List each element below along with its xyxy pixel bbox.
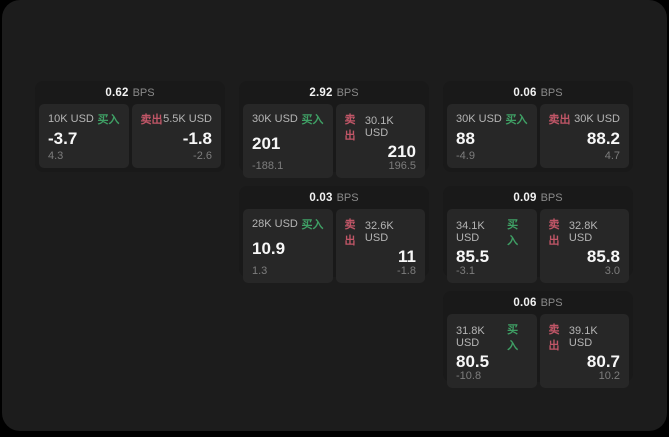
sell-side-tag: 卖出 [548,324,560,352]
sell-quote-panel[interactable]: 卖出 30.1K USD 210 196.5 [335,104,425,178]
bps-unit-label: BPS [540,296,563,309]
buy-price: 201 [252,134,281,153]
buy-price: 85.5 [456,247,490,266]
bps-value: 0.06 [513,296,537,309]
sell-price: 11 [398,247,416,266]
sell-delta: 3.0 [604,265,620,277]
sell-size-label: 5.5K USD [163,113,212,125]
buy-quote-panel[interactable]: 30K USD 买入 88 -4.9 [447,104,537,168]
buy-delta: 4.3 [48,150,64,162]
sell-price: -1.8 [182,129,212,148]
buy-quote-panel[interactable]: 31.8K USD 买入 80.5 -10.8 [447,314,537,388]
buy-side-tag: 买入 [507,324,519,352]
sell-side-tag: 卖出 [140,114,163,126]
sell-side-tag: 卖出 [548,219,560,247]
buy-delta: -3.1 [456,265,475,277]
sell-size-label: 39.1K USD [568,325,598,349]
bps-header: 0.09 BPS [447,186,629,209]
sell-quote-panel[interactable]: 卖出 32.8K USD 85.8 3.0 [539,209,629,283]
buy-price: 88 [456,129,475,148]
buy-size-label: 34.1K USD [456,220,485,244]
buy-size-label: 30K USD [456,113,502,125]
sell-delta: -1.8 [397,265,416,277]
buy-size-label: 30K USD [252,113,298,125]
sell-price: 80.7 [586,352,620,371]
sell-side-tag: 卖出 [548,114,571,126]
sell-size-label: 30.1K USD [364,115,394,139]
bps-value: 0.09 [513,191,537,204]
quote-card: 0.09 BPS 34.1K USD 买入 85.5 -3.1 卖出 32.8K… [443,186,633,283]
bps-header: 0.06 BPS [447,291,629,314]
buy-delta: -10.8 [456,370,482,382]
sell-size-label: 30K USD [574,113,620,125]
bps-value: 0.03 [309,191,333,204]
buy-quote-panel[interactable]: 30K USD 买入 201 -188.1 [243,104,333,178]
sell-side-tag: 卖出 [344,219,356,247]
sell-delta: 10.2 [598,370,620,382]
buy-delta: -188.1 [252,160,284,172]
quote-card: 0.03 BPS 28K USD 买入 10.9 1.3 卖出 32.6K US… [239,186,429,283]
bps-unit-label: BPS [540,191,563,204]
buy-quote-panel[interactable]: 10K USD 买入 -3.7 4.3 [39,104,129,168]
buy-quote-panel[interactable]: 34.1K USD 买入 85.5 -3.1 [447,209,537,283]
sell-delta: 4.7 [604,150,620,162]
buy-size-label: 10K USD [48,113,94,125]
sell-quote-panel[interactable]: 卖出 39.1K USD 80.7 10.2 [539,314,629,388]
buy-side-tag: 买入 [301,114,324,126]
bps-value: 2.92 [309,86,333,99]
bps-value: 0.06 [513,86,537,99]
bps-unit-label: BPS [132,86,155,99]
sell-delta: -2.6 [193,150,212,162]
buy-side-tag: 买入 [505,114,528,126]
buy-quote-panel[interactable]: 28K USD 买入 10.9 1.3 [243,209,333,283]
quote-card: 0.06 BPS 31.8K USD 买入 80.5 -10.8 卖出 39.1… [443,291,633,388]
sell-price: 85.8 [586,247,620,266]
buy-price: 80.5 [456,352,490,371]
sell-size-label: 32.8K USD [568,220,598,244]
buy-size-label: 31.8K USD [456,325,485,349]
buy-delta: -4.9 [456,150,475,162]
sell-delta: 196.5 [388,160,416,172]
quotes-grid: 0.62 BPS 10K USD 买入 -3.7 4.3 卖出 5.5K USD… [35,81,633,388]
sell-price: 210 [387,142,416,161]
bps-header: 2.92 BPS [243,81,425,104]
quote-card: 0.62 BPS 10K USD 买入 -3.7 4.3 卖出 5.5K USD… [35,81,225,172]
buy-side-tag: 买入 [507,219,519,247]
bps-header: 0.62 BPS [39,81,221,104]
buy-delta: 1.3 [252,265,268,277]
quote-card: 0.06 BPS 30K USD 买入 88 -4.9 卖出 30K USD 8… [443,81,633,172]
sell-price: 88.2 [586,129,620,148]
bps-header: 0.03 BPS [243,186,425,209]
buy-size-label: 28K USD [252,218,298,230]
bps-unit-label: BPS [540,86,563,99]
buy-side-tag: 买入 [301,219,324,231]
sell-quote-panel[interactable]: 卖出 32.6K USD 11 -1.8 [335,209,425,283]
buy-price: 10.9 [252,239,286,258]
sell-side-tag: 卖出 [344,114,356,142]
bps-value: 0.62 [105,86,129,99]
sell-size-label: 32.6K USD [364,220,394,244]
sell-quote-panel[interactable]: 卖出 5.5K USD -1.8 -2.6 [131,104,221,168]
bps-header: 0.06 BPS [447,81,629,104]
bps-unit-label: BPS [336,191,359,204]
quote-card: 2.92 BPS 30K USD 买入 201 -188.1 卖出 30.1K … [239,81,429,178]
buy-price: -3.7 [48,129,78,148]
bps-unit-label: BPS [336,86,359,99]
sell-quote-panel[interactable]: 卖出 30K USD 88.2 4.7 [539,104,629,168]
buy-side-tag: 买入 [97,114,120,126]
